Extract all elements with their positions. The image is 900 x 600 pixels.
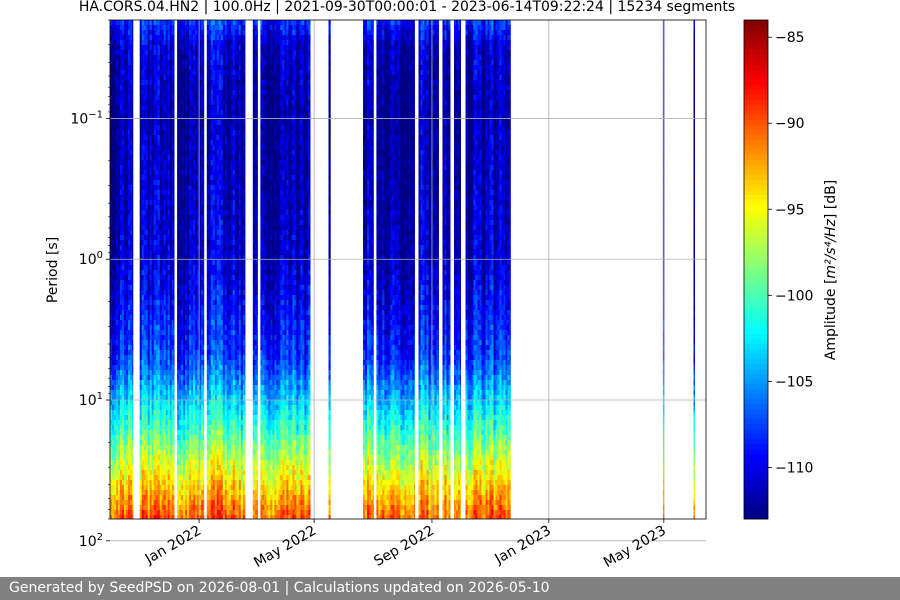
y-tick-exponent: −1 [88,109,103,120]
data-span-column [376,20,415,519]
colorbar-tick-label: −95 [775,202,805,218]
y-tick-exponent: 0 [97,250,103,261]
y-tick-base: 10 [79,393,97,409]
spectrogram-heatmap [110,20,695,519]
data-span-column [418,20,439,519]
colorbar-tick-label: −90 [775,116,805,132]
spectrogram-figure: HA.CORS.04.HN2 | 100.0Hz | 2021-09-30T00… [45,0,839,571]
data-span-column [693,20,695,519]
y-tick-base: 10 [79,252,97,268]
colorbar-tick-label: −100 [775,288,813,304]
colorbar-tick-label: −110 [775,460,813,476]
y-tick-exponent: 1 [97,391,103,402]
x-tick-label: May 2023 [601,523,669,571]
y-tick-label: 102 [79,532,103,550]
y-tick-base: 10 [70,111,88,127]
chart-title: HA.CORS.04.HN2 | 100.0Hz | 2021-09-30T00… [79,0,735,15]
data-span-column [177,20,205,519]
x-tick-label: Jan 2022 [142,523,204,568]
data-span-column [110,20,134,519]
data-span-column [206,20,246,519]
colorbar-frame [743,19,769,520]
data-span-column [139,20,175,519]
colorbar-tick-label: −85 [775,30,805,46]
data-span-column [442,20,451,519]
grid-lines [110,20,706,542]
colorbar-gradient [744,20,768,520]
x-tick-label: Sep 2022 [371,523,437,570]
y-axis-label: Period [s] [45,237,61,303]
data-span-column [465,20,511,519]
colorbar: −85 −90 −95 −100 −105 −110 [743,19,813,520]
y-tick-label: 101 [79,391,103,409]
colorbar-tick-label: −105 [775,374,813,390]
data-span-column [260,20,311,519]
x-tick-label: Jan 2023 [492,523,554,568]
y-tick-base: 10 [79,534,97,550]
data-span-column [328,20,331,519]
plot-axes: Jan 2022 May 2022 Sep 2022 Jan 2023 May 2023… [70,19,707,571]
data-span-column [252,20,258,519]
data-span-column [363,20,374,519]
x-tick-label: May 2022 [251,523,319,571]
colorbar-label-units: m²/s⁴/Hz [823,218,839,278]
colorbar-label-suffix: ] [dB] [823,180,839,219]
y-tick-label: 100 [79,250,103,268]
y-tick-exponent: 2 [97,532,103,543]
colorbar-label-prefix: Amplitude [ [823,279,839,361]
y-tick-label: 10−1 [70,109,103,127]
data-span-column [454,20,461,519]
colorbar-label: Amplitude [m²/s⁴/Hz] [dB] [823,180,839,360]
footer-banner: Generated by SeedPSD on 2026-08-01 | Cal… [0,577,900,600]
plot-frame [109,19,707,520]
